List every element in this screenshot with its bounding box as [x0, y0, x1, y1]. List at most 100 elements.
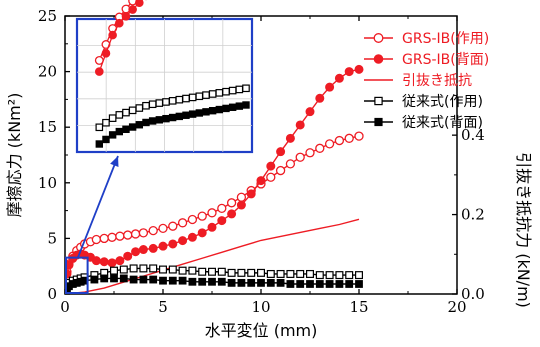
data-point: [107, 258, 117, 268]
data-point: [198, 267, 207, 276]
data-point: [217, 267, 226, 276]
inset-data-point: [222, 87, 230, 96]
inset-data-point: [121, 12, 131, 21]
data-point: [178, 236, 188, 246]
legend-marker: [374, 96, 383, 106]
inset-data-point: [115, 127, 124, 136]
legend-marker: [374, 117, 383, 127]
data-point: [285, 159, 296, 169]
inset-data-point: [228, 103, 237, 111]
data-point: [354, 64, 364, 74]
data-point: [306, 280, 314, 288]
data-point: [227, 268, 236, 277]
data-point: [168, 239, 178, 249]
data-point: [188, 266, 197, 275]
data-point: [208, 267, 217, 276]
x-tick-label: 15: [349, 298, 368, 316]
legend-item: 従来式(作用): [364, 94, 483, 110]
data-point: [217, 216, 227, 226]
x-tick-label: 5: [158, 298, 168, 316]
data-point: [266, 172, 276, 182]
data-point: [276, 147, 286, 157]
inset-data-point: [135, 104, 144, 112]
inset-data-point: [128, 5, 137, 14]
data-point: [177, 218, 188, 228]
inset-data-point: [188, 93, 197, 102]
data-point: [227, 209, 237, 219]
legend-item: GRS-IB(背面): [364, 52, 489, 68]
data-point: [335, 271, 344, 280]
data-point: [187, 214, 198, 225]
inset-data-point: [108, 114, 117, 122]
y-right-tick-label: 0.2: [461, 206, 485, 224]
inset-data-point: [122, 125, 130, 134]
inset-data-point: [182, 94, 190, 103]
data-point: [354, 131, 364, 141]
data-point: [110, 274, 118, 283]
data-point: [247, 268, 256, 277]
data-point: [168, 265, 177, 274]
data-point: [148, 243, 158, 253]
data-point: [256, 176, 266, 186]
legend-label: 引抜き抵抗: [402, 73, 472, 89]
inset-data-point: [142, 118, 150, 127]
data-point: [285, 133, 295, 143]
zoom-highlight-box: [65, 256, 89, 295]
series-2: [65, 218, 360, 294]
series-line: [66, 135, 360, 272]
inset-data-point: [202, 108, 210, 116]
inset-data-point: [162, 98, 170, 106]
y-left-tick-label: 25: [38, 7, 57, 25]
data-point: [197, 228, 207, 238]
legend-label: GRS-IB(作用): [402, 31, 489, 47]
data-point: [266, 161, 276, 171]
data-point: [158, 223, 168, 234]
data-point: [226, 198, 237, 208]
data-point: [345, 271, 354, 280]
data-point: [159, 265, 168, 274]
data-point: [129, 264, 138, 273]
legend-item: 従来式(背面): [364, 115, 483, 131]
x-axis-title: 水平変位 (mm): [205, 321, 318, 340]
data-point: [148, 225, 158, 236]
inset-data-point: [222, 104, 230, 113]
data-point: [275, 165, 286, 176]
data-point: [344, 67, 354, 77]
data-point: [149, 264, 158, 273]
data-point: [187, 232, 197, 242]
data-point: [207, 222, 217, 232]
inset-data-point: [101, 49, 111, 58]
data-point: [236, 192, 247, 202]
legend-marker: [373, 54, 384, 64]
x-tick-label: 0: [60, 298, 70, 316]
data-point: [119, 274, 128, 283]
inset-data-point: [195, 92, 204, 101]
data-point: [123, 230, 133, 240]
data-point: [325, 82, 335, 92]
y-left-axis-title: 摩擦応力 (kNm²): [5, 93, 24, 218]
inset-data-point: [228, 86, 237, 95]
inset-data-point: [135, 121, 144, 129]
data-point: [168, 276, 177, 285]
data-point: [168, 221, 178, 231]
data-point: [99, 233, 109, 244]
y-left-tick-label: 20: [38, 63, 57, 81]
inset-series-3: [95, 84, 250, 132]
legend-label: 従来式(作用): [402, 94, 483, 110]
inset-data-point: [95, 123, 104, 132]
legend-label: GRS-IB(背面): [402, 52, 489, 68]
data-point: [334, 73, 344, 83]
legend-label: 従来式(背面): [402, 115, 483, 131]
data-point: [276, 269, 285, 278]
inset-data-point: [122, 108, 130, 117]
data-point: [355, 271, 364, 280]
data-point: [335, 280, 344, 288]
series-line: [66, 267, 359, 286]
y-right-axis-title: 引抜き抵抗力 (kN/m): [514, 152, 533, 308]
inset-data-point: [182, 111, 190, 119]
data-point: [236, 200, 246, 210]
inset-data-point: [208, 106, 217, 115]
inset-data-point: [95, 67, 104, 76]
